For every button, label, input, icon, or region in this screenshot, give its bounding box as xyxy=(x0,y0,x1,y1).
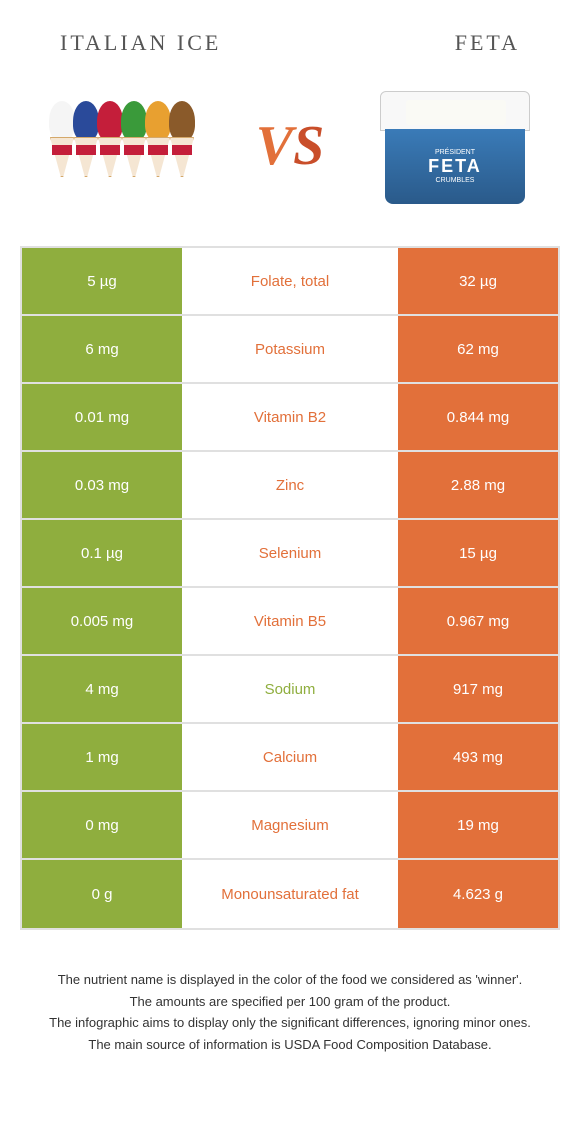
right-value: 62 mg xyxy=(398,316,558,382)
nutrient-row: 6 mgPotassium62 mg xyxy=(22,316,558,384)
left-value: 6 mg xyxy=(22,316,182,382)
feta-name: FETA xyxy=(428,156,482,177)
nutrient-row: 0 gMonounsaturated fat4.623 g xyxy=(22,860,558,928)
nutrient-name: Magnesium xyxy=(182,792,398,858)
footer-line-1: The nutrient name is displayed in the co… xyxy=(30,970,550,990)
nutrient-name: Selenium xyxy=(182,520,398,586)
vs-badge: VS xyxy=(256,114,325,178)
nutrient-name: Potassium xyxy=(182,316,398,382)
nutrient-name: Folate, total xyxy=(182,248,398,314)
feta-sub: CRUMBLES xyxy=(436,177,475,184)
images-row: VS PRÉSIDENT FETA CRUMBLES xyxy=(0,66,580,246)
right-value: 2.88 mg xyxy=(398,452,558,518)
vs-s-letter: S xyxy=(293,115,324,177)
left-food-title: ITALIAN ICE xyxy=(60,30,221,56)
italian-ice-image xyxy=(30,76,220,216)
left-value: 0.01 mg xyxy=(22,384,182,450)
nutrient-row: 0.005 mgVitamin B50.967 mg xyxy=(22,588,558,656)
footer-notes: The nutrient name is displayed in the co… xyxy=(0,930,580,1076)
left-value: 0 mg xyxy=(22,792,182,858)
nutrient-table: 5 µgFolate, total32 µg6 mgPotassium62 mg… xyxy=(20,246,560,930)
left-value: 0.03 mg xyxy=(22,452,182,518)
footer-line-4: The main source of information is USDA F… xyxy=(30,1035,550,1055)
nutrient-row: 0.03 mgZinc2.88 mg xyxy=(22,452,558,520)
nutrient-name: Zinc xyxy=(182,452,398,518)
feta-image: PRÉSIDENT FETA CRUMBLES xyxy=(360,76,550,216)
nutrient-row: 1 mgCalcium493 mg xyxy=(22,724,558,792)
left-value: 0.1 µg xyxy=(22,520,182,586)
right-value: 917 mg xyxy=(398,656,558,722)
left-value: 0 g xyxy=(22,860,182,928)
footer-line-3: The infographic aims to display only the… xyxy=(30,1013,550,1033)
vs-v-letter: V xyxy=(256,115,293,177)
nutrient-name: Vitamin B5 xyxy=(182,588,398,654)
right-value: 32 µg xyxy=(398,248,558,314)
left-value: 4 mg xyxy=(22,656,182,722)
left-value: 1 mg xyxy=(22,724,182,790)
right-value: 4.623 g xyxy=(398,860,558,928)
nutrient-row: 0.01 mgVitamin B20.844 mg xyxy=(22,384,558,452)
nutrient-row: 0.1 µgSelenium15 µg xyxy=(22,520,558,588)
footer-line-2: The amounts are specified per 100 gram o… xyxy=(30,992,550,1012)
right-value: 493 mg xyxy=(398,724,558,790)
header: ITALIAN ICE FETA xyxy=(0,0,580,66)
right-value: 0.844 mg xyxy=(398,384,558,450)
ice-cone xyxy=(167,101,197,191)
nutrient-row: 5 µgFolate, total32 µg xyxy=(22,248,558,316)
left-value: 0.005 mg xyxy=(22,588,182,654)
left-value: 5 µg xyxy=(22,248,182,314)
nutrient-name: Sodium xyxy=(182,656,398,722)
nutrient-row: 4 mgSodium917 mg xyxy=(22,656,558,724)
right-value: 15 µg xyxy=(398,520,558,586)
nutrient-name: Calcium xyxy=(182,724,398,790)
nutrient-row: 0 mgMagnesium19 mg xyxy=(22,792,558,860)
right-value: 19 mg xyxy=(398,792,558,858)
nutrient-name: Monounsaturated fat xyxy=(182,860,398,928)
nutrient-name: Vitamin B2 xyxy=(182,384,398,450)
right-value: 0.967 mg xyxy=(398,588,558,654)
feta-brand: PRÉSIDENT xyxy=(435,149,475,156)
right-food-title: FETA xyxy=(455,30,520,56)
